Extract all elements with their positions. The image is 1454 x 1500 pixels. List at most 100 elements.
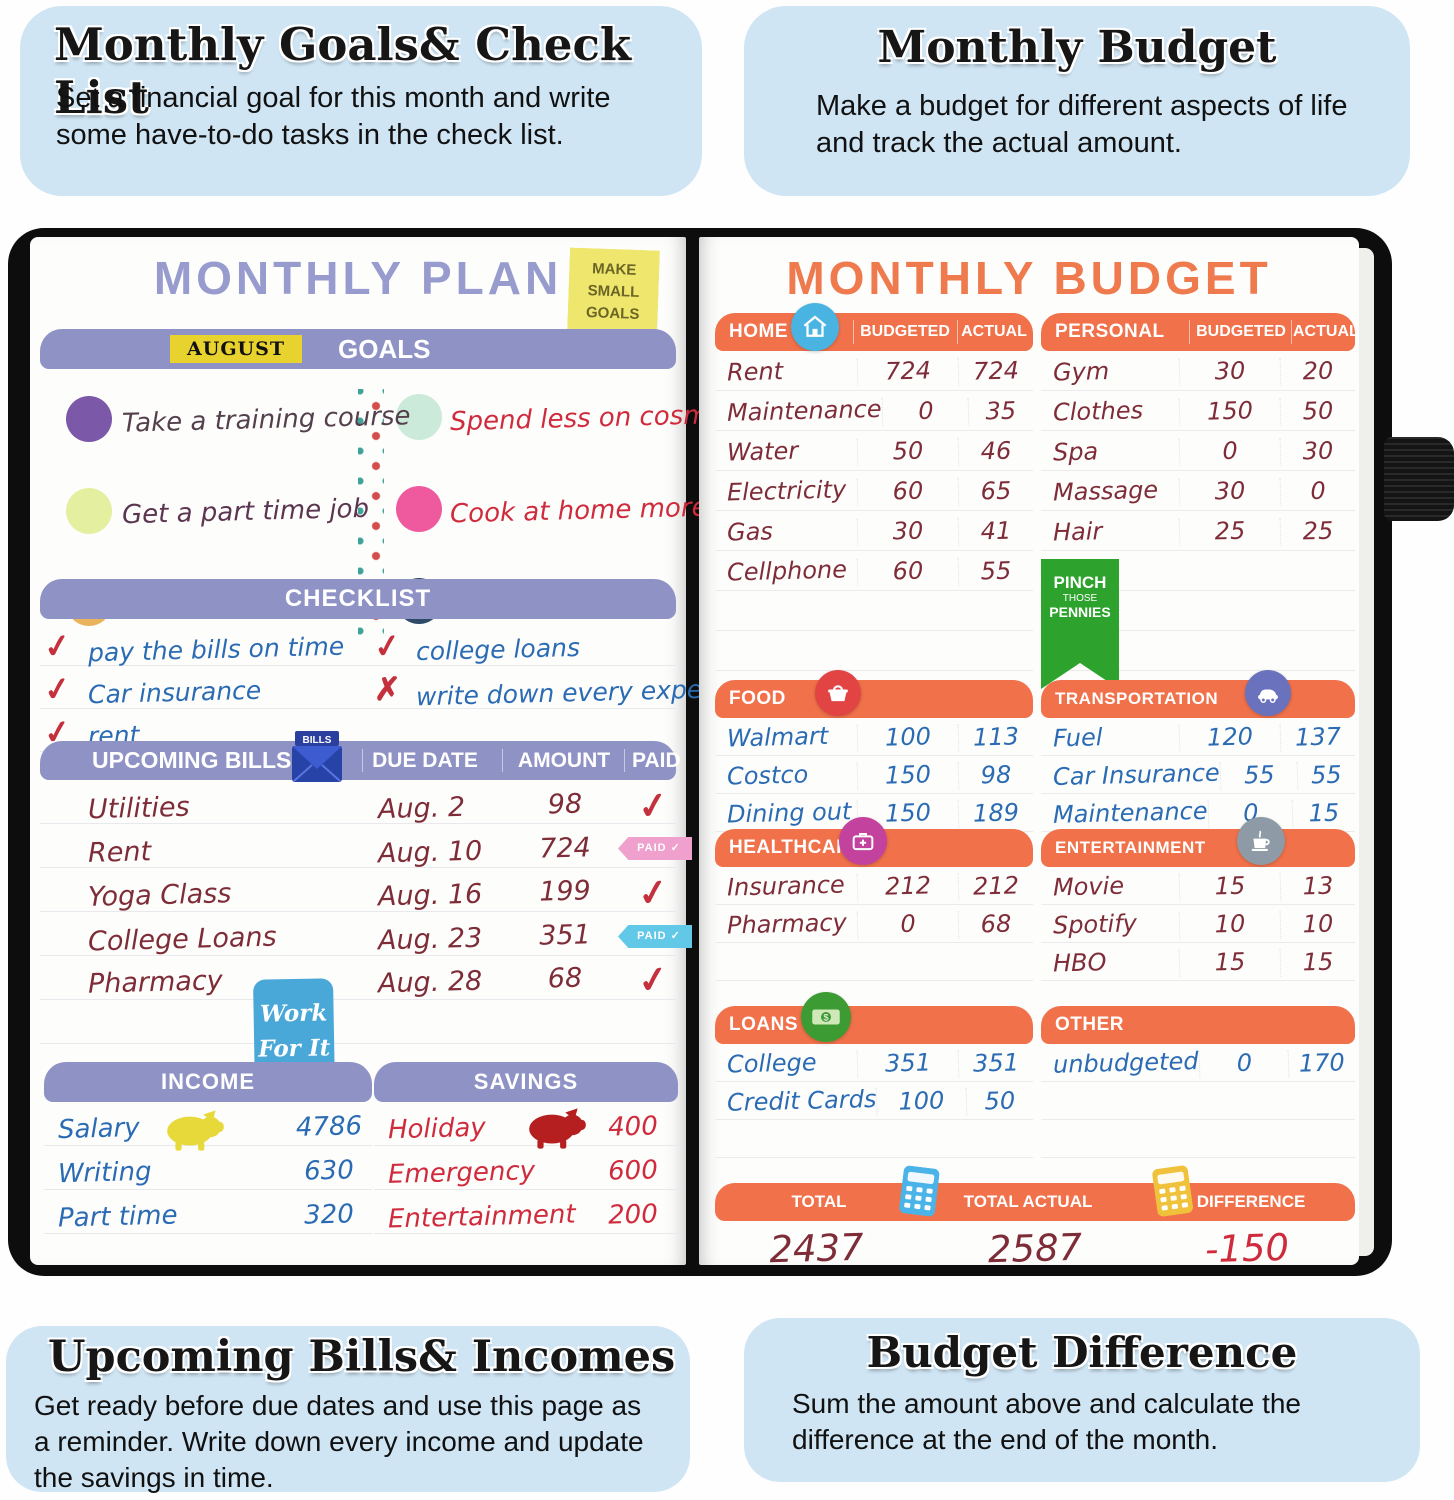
table-row: Car Insurance 55 55 [1041,756,1356,794]
row-actual: 65 [957,475,1034,506]
transportation-table: TRANSPORTATION Fuel 120 137 Car Insurance 5… [1041,670,1356,832]
income-name: Writing [57,1156,152,1190]
bill-amount: 724 [538,832,592,865]
personal-table: PERSONAL BUDGETED ACTUAL Gym 30 20 Clothes… [1041,313,1359,671]
table-row: HBO 15 15 [1041,943,1356,981]
row-name: Spa [1052,436,1099,466]
income-name: Salary [57,1112,141,1146]
ribbon-line: THOSE [1062,593,1098,604]
table-row: Maintenance 0 35 [715,391,1034,431]
callout-title: Upcoming Bills& Incomes [48,1332,676,1382]
row-budgeted: 60 [856,475,959,506]
table-row: Water 50 46 [715,431,1034,471]
table-row: Maintenance 0 15 [1041,794,1356,832]
callout-top-left: Monthly Goals& Check List Set a financia… [20,6,702,196]
row-name: Dining out [726,796,852,829]
calculator-icon-yellow [1151,1165,1194,1222]
row-actual: 35 [968,395,1034,426]
row-budgeted: 15 [1178,946,1281,977]
table-row: Electricity 60 65 [715,471,1034,511]
row-budgeted: 50 [856,435,959,466]
row-name: Electricity [726,474,847,507]
coffee-cup-icon [1237,817,1285,865]
row-name: Massage [1052,475,1159,506]
home-table: HOME BUDGETED ACTUAL Rent 724 724 Maintena… [715,303,1034,671]
income-value: 4786 [295,1111,363,1143]
row-actual: 46 [957,435,1034,466]
callout-body: Get ready before due dates and use this … [34,1390,644,1493]
goal-dot-mint [396,394,442,440]
row-actual: 212 [957,870,1034,901]
col-actual: ACTUAL [1293,323,1359,340]
row-actual: 10 [1279,908,1356,939]
savings-name: Emergency [387,1156,536,1190]
row-budgeted: 150 [856,759,959,790]
row-actual: 98 [957,759,1034,790]
column-divider [1291,320,1292,344]
savings-panel: SAVINGS Holiday 400 Emergency 600 Entert… [374,1062,678,1254]
table-row: Fuel 120 137 [1041,718,1356,756]
row-name: Fuel [1052,722,1103,752]
sticker-line: Work [259,999,328,1028]
bills-header-band: UPCOMING BILLS DUE DATE AMOUNT PAID [40,741,681,780]
goals-label: GOALS [338,334,431,364]
row-name: Spotify [1052,908,1138,939]
income-value: 320 [303,1199,355,1231]
table-row: Clothes 150 50 [1041,391,1356,431]
bill-amount: 98 [547,788,583,821]
svg-text:$: $ [823,1013,829,1023]
monthly-plan-page: MONTHLY PLAN MAKE SMALL GOALS AUGUST GOA… [30,237,784,1265]
row-budgeted: 25 [1178,515,1281,546]
row-budgeted: 15 [1178,870,1281,901]
column-divider [362,749,363,772]
transportation-label: TRANSPORTATION [1055,689,1219,708]
loans-table: LOANS $ College 351 351 Credit Cards 100 50 [715,992,1034,1196]
savings-header-band: SAVINGS [374,1062,678,1102]
transportation-header-band: TRANSPORTATION [1041,680,1355,718]
savings-value: 600 [607,1155,659,1187]
column-divider [624,749,625,772]
food-table: FOOD Walmart 100 113 Costco 150 98 Dining ou… [715,670,1034,832]
row-actual: 55 [1296,759,1356,790]
row-name: Clothes [1052,395,1144,426]
ribbon-line: PENNIES [1049,604,1111,620]
difference-value: -150 [1204,1225,1290,1272]
row-name: Costco [726,759,809,791]
row-actual: 55 [957,555,1034,586]
row-budgeted: 724 [856,355,959,386]
table-row-empty [715,591,1033,631]
row-name: Hair [1052,516,1103,546]
totals-band: TOTAL BUDGETED TOTAL ACTUAL DIFFERENCE [715,1165,1355,1249]
row-budgeted: 100 [856,721,959,752]
table-row: Gym 30 20 [1041,351,1356,391]
row-budgeted: 30 [1178,355,1281,386]
table-row: Gas 30 41 [715,511,1034,551]
savings-name: Entertainment [387,1199,576,1235]
row-budgeted: 30 [1178,475,1281,506]
income-name: Part time [57,1200,178,1234]
row-actual: 351 [957,1047,1034,1078]
callout-bottom-right: Budget Difference Sum the amount above a… [744,1318,1420,1482]
table-row-empty [715,1120,1033,1158]
row-budgeted: 0 [1198,1047,1289,1078]
row-actual: 137 [1279,721,1356,752]
loans-label: LOANS [729,1014,798,1035]
basket-icon [815,670,861,716]
check-icon: ✓ [635,870,671,915]
home-icon [791,303,839,351]
row-budgeted: 212 [856,870,959,901]
row-actual: 724 [957,355,1034,386]
row-name: Gym [1052,356,1110,386]
bill-name: Utilities [87,791,191,826]
entertainment-label: ENTERTAINMENT [1055,838,1206,857]
table-row: Insurance 212 212 [715,867,1034,905]
row-name: Credit Cards [726,1084,877,1117]
home-label: HOME [729,321,788,342]
check-icon: ✓ [41,669,74,709]
row-budgeted: 0 [1178,435,1281,466]
bill-amount: 351 [538,919,592,952]
income-header-band: INCOME [44,1062,372,1102]
row-actual: 13 [1279,870,1356,901]
callout-title: Monthly Budget [877,22,1277,73]
